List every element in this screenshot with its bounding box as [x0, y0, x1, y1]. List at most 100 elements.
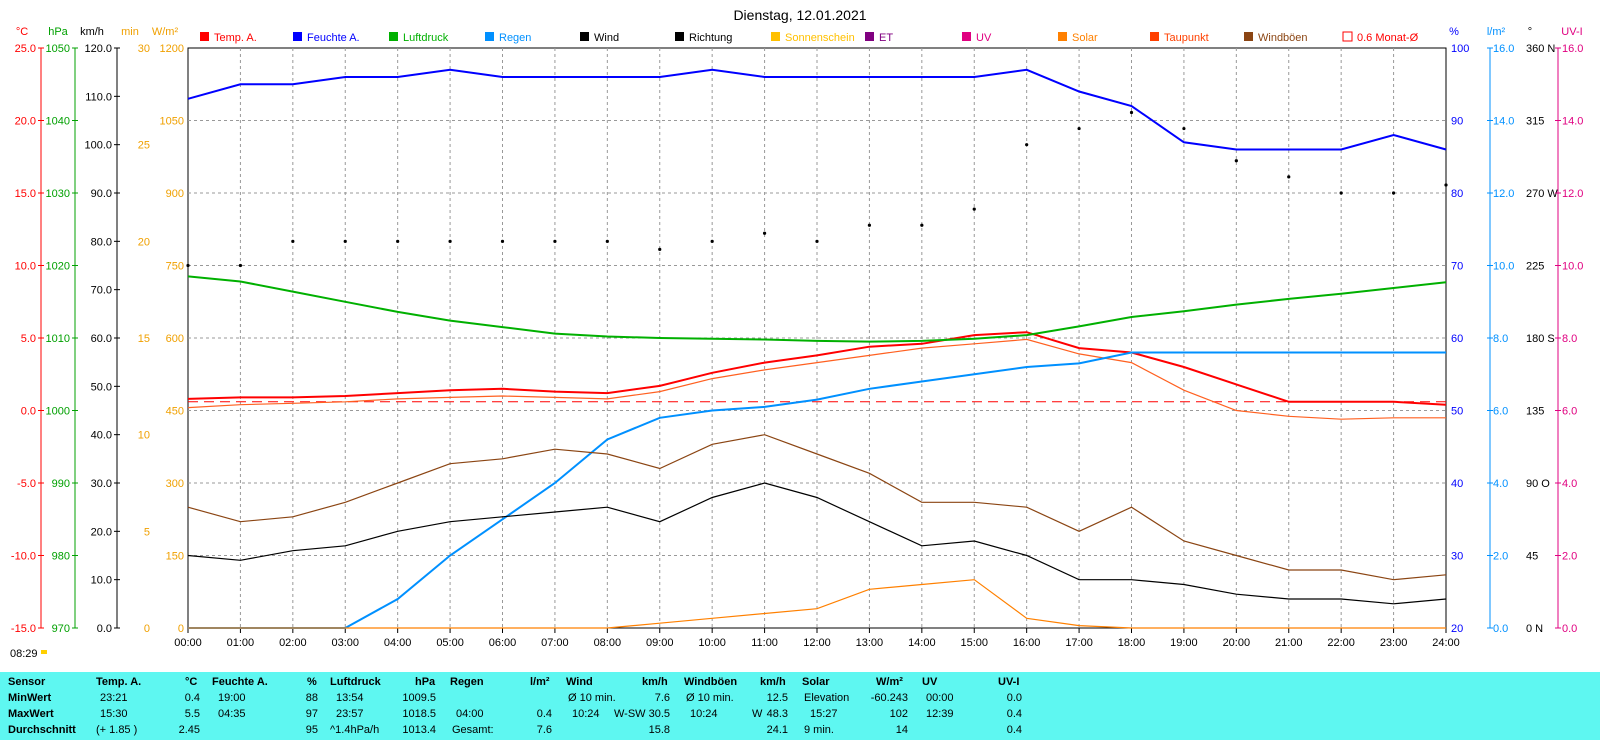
stats-hum-max-val: 97 [305, 708, 318, 720]
x-tick-label: 18:00 [1118, 637, 1146, 649]
axis-unit-rain: l/m² [1487, 26, 1506, 38]
axis-tick-label-uv: 14.0 [1562, 116, 1583, 128]
legend: Temp. A. Feuchte A. Luftdruck Regen Wind Rich… [200, 31, 1419, 44]
axis-tick-label-sunmin: 0 [144, 623, 150, 635]
stats-gust-max-val: 48.3 [766, 708, 788, 720]
axis-tick-label-hum: 40 [1451, 478, 1463, 490]
stats-press-avg-note: ^1.4hPa/h [330, 724, 380, 736]
axis-tick-label-rain: 8.0 [1493, 333, 1508, 345]
stats-hum-min-val: 88 [305, 692, 318, 704]
stats-uv-max-val: 0.4 [1006, 708, 1022, 720]
stats-gust-max-dir: W [752, 708, 763, 720]
stats-solar-header: Solar [802, 676, 830, 688]
stats-press-header: Luftdruck [330, 676, 381, 688]
axis-tick-label-press: 990 [52, 478, 70, 490]
stats-solar-unit: W/m² [876, 676, 903, 688]
x-tick-label: 07:00 [541, 637, 569, 649]
legend-swatch [389, 32, 398, 41]
legend-swatch [865, 32, 874, 41]
direction-point [658, 247, 662, 251]
axis-unit-sunmin: min [121, 26, 139, 38]
direction-point [186, 263, 190, 268]
axis-tick-label-solar: 1050 [160, 116, 184, 128]
axis-tick-label-dir: 90 O [1526, 478, 1550, 490]
axis-tick-label-hum: 30 [1451, 551, 1463, 563]
axis-tick-label-wind: 110.0 [85, 91, 112, 103]
stats-row-label: Sensor [8, 676, 46, 688]
axis-tick-label-temp: -15.0 [11, 623, 36, 635]
direction-point [448, 239, 452, 243]
series-line-luftdruck [187, 275, 1447, 343]
x-tick-label: 01:00 [227, 637, 255, 649]
axis-unit-press: hPa [48, 26, 68, 38]
axis-tick-label-wind: 100.0 [84, 140, 112, 152]
axis-tick-label-dir: 270 W [1526, 188, 1558, 200]
direction-point [1444, 183, 1448, 187]
legend-label: Sonnenschein [785, 32, 855, 44]
stats-hum-max-time: 04:35 [218, 708, 246, 720]
direction-point [1025, 143, 1029, 147]
direction-point [710, 239, 714, 243]
axis-tick-label-rain: 14.0 [1493, 116, 1514, 128]
axis-tick-label-press: 970 [52, 623, 70, 635]
x-tick-label: 19:00 [1170, 637, 1198, 649]
direction-point [1287, 175, 1291, 179]
axis-tick-label-wind: 80.0 [91, 236, 112, 248]
axis-tick-label-wind: 20.0 [91, 526, 112, 538]
legend-label: Solar [1072, 32, 1098, 44]
legend-label: Wind [594, 32, 619, 44]
axis-tick-label-hum: 80 [1451, 188, 1463, 200]
axis-tick-label-solar: 450 [166, 406, 184, 418]
axis-tick-label-uv: 6.0 [1562, 406, 1577, 418]
direction-point [238, 263, 243, 268]
series-line-regen [188, 351, 1446, 629]
series-line-windb-en [187, 434, 1447, 581]
stats-press-min-val: 1009.5 [402, 692, 436, 704]
direction-point [291, 239, 295, 243]
legend-swatch [1150, 32, 1159, 41]
axis-tick-label-press: 1030 [46, 188, 70, 200]
axis-unit-wind: km/h [80, 26, 104, 38]
stats-uv-max-time: 12:39 [926, 708, 954, 720]
stats-gust-header: Windböen [684, 676, 738, 688]
direction-point [553, 239, 557, 243]
axis-tick-label-hum: 100 [1451, 43, 1469, 55]
stats-temp-unit: °C [185, 676, 198, 688]
stats-solar-avg-val: 14 [895, 724, 908, 736]
x-tick-label: 15:00 [960, 637, 988, 649]
stats-table: Sensor MinWert MaxWert Durchschnitt Temp… [0, 672, 1600, 740]
stats-rain-total-val: 7.6 [536, 724, 552, 736]
axis-tick-label-wind: 0.0 [97, 623, 112, 635]
stats-hum-avg-val: 95 [305, 724, 318, 736]
axis-tick-label-wind: 10.0 [91, 575, 112, 587]
axis-tick-label-wind: 40.0 [91, 430, 112, 442]
x-tick-label: 11:00 [751, 637, 778, 649]
direction-point [762, 231, 767, 235]
axis-tick-label-wind: 70.0 [91, 285, 112, 297]
legend-label: UV [976, 32, 992, 44]
legend-label: Taupunkt [1164, 32, 1209, 44]
x-tick-label: 20:00 [1223, 637, 1251, 649]
series-line-wind [187, 482, 1447, 605]
stats-gust-min-val: 12.5 [766, 692, 788, 704]
x-tick-label: 14:00 [908, 637, 936, 649]
axis-tick-label-uv: 2.0 [1562, 551, 1577, 563]
direction-point [920, 223, 924, 227]
stats-row-label: MinWert [8, 692, 52, 704]
axis-tick-label-hum: 50 [1451, 406, 1463, 418]
stats-hum-min-time: 19:00 [218, 692, 246, 704]
axis-tick-label-rain: 0.0 [1493, 623, 1508, 635]
direction-point [867, 223, 872, 227]
axis-tick-label-press: 1000 [46, 406, 70, 418]
stats-wind-header: Wind [566, 676, 593, 688]
stats-temp-avg-val: 2.45 [178, 724, 200, 736]
stats-wind-max-val: 30.5 [648, 708, 670, 720]
stats-wind-avg-val: 15.8 [648, 724, 670, 736]
axis-tick-label-solar: 300 [166, 478, 184, 490]
stats-solar-max-val: 102 [889, 708, 908, 720]
stats-wind-max-time: 10:24 [572, 708, 600, 720]
axis-tick-label-press: 980 [52, 551, 70, 563]
direction-point [1077, 126, 1081, 131]
stats-hum-header: Feuchte A. [212, 676, 268, 688]
legend-swatch [675, 32, 684, 41]
